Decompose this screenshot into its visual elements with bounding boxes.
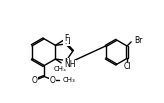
Text: N: N <box>64 37 70 46</box>
Text: NH: NH <box>64 60 76 69</box>
Text: Cl: Cl <box>123 62 131 71</box>
Text: N: N <box>64 58 70 67</box>
Text: F: F <box>64 34 69 43</box>
Text: O: O <box>50 76 56 85</box>
Text: O: O <box>32 76 38 85</box>
Text: CH₃: CH₃ <box>53 66 66 72</box>
Text: Br: Br <box>134 36 142 45</box>
Text: CH₃: CH₃ <box>63 77 76 83</box>
